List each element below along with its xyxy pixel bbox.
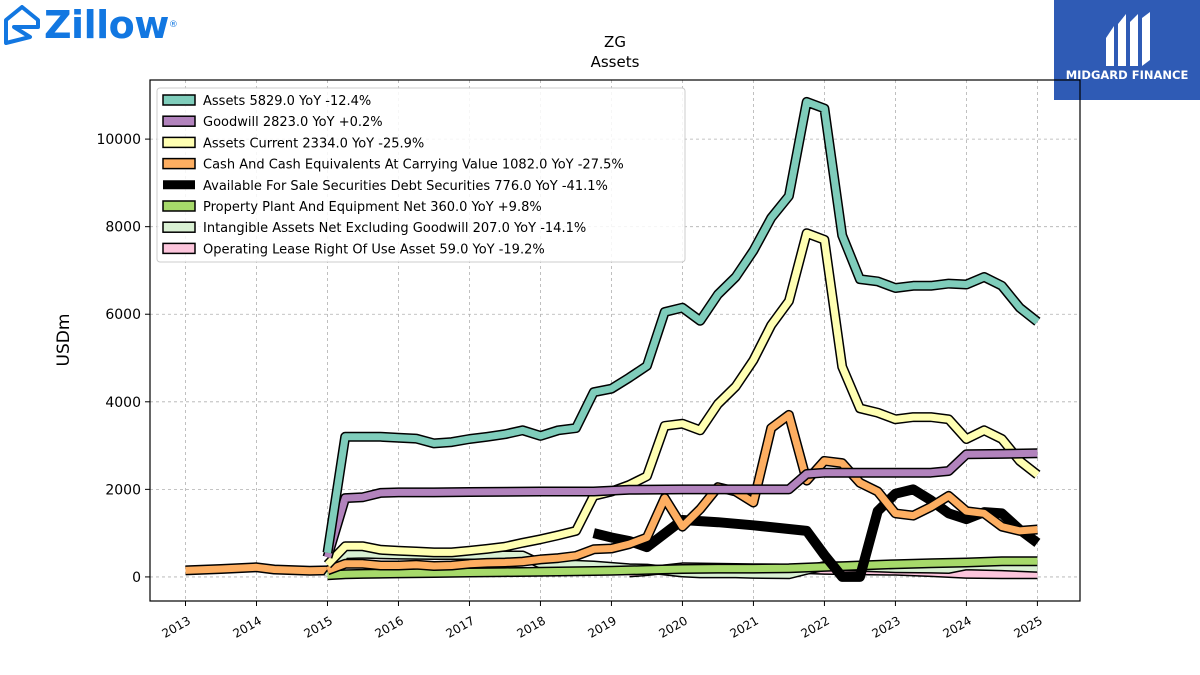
y-tick-label: 2000 [105, 482, 141, 498]
x-tick-label: 2022 [798, 613, 831, 640]
y-tick-label: 0 [132, 570, 141, 586]
plot-frame [149, 79, 1081, 602]
x-tick-label: 2023 [869, 613, 902, 640]
y-tick-label: 10000 [96, 132, 141, 148]
y-tick-label: 6000 [105, 307, 141, 323]
legend-label: Operating Lease Right Of Use Asset 59.0 … [203, 242, 545, 257]
legend-swatch [162, 136, 196, 149]
legend-swatch [162, 200, 196, 212]
midgard-logo: MIDGARD FINANCE [1054, 0, 1200, 100]
zillow-logo: Zillow ® [4, 3, 178, 47]
x-tick-label: 2025 [1011, 613, 1044, 640]
chart-title: ZG [604, 33, 626, 51]
series-line-cash-and-cash-equivalents-at-carrying-value [326, 411, 1038, 574]
brand-name: Zillow [44, 3, 169, 47]
x-tick-label: 2014 [231, 613, 264, 640]
y-tick-label: 8000 [105, 220, 141, 236]
series-line-assets [324, 98, 1040, 554]
legend-swatch [162, 94, 196, 106]
series-line-property-plant-and-equipment-net [327, 557, 1038, 579]
x-tick-label: 2015 [302, 613, 335, 640]
x-tick-label: 2020 [656, 613, 689, 640]
legend-swatch [162, 115, 196, 127]
x-tick-label: 2016 [373, 613, 406, 640]
legend: Assets 5829.0 YoY -12.4% Goodwill 2823.0 … [156, 87, 686, 263]
series-line-cash-early [185, 563, 328, 575]
x-tick-label: 2017 [444, 613, 477, 640]
x-tick-label: 2024 [940, 613, 973, 640]
legend-label: Assets Current 2334.0 YoY -25.9% [203, 136, 424, 151]
registered-mark: ® [168, 20, 178, 30]
x-tick-label: 2018 [515, 613, 548, 640]
legend-label: Goodwill 2823.0 YoY +0.2% [203, 115, 383, 130]
series-line-goodwill [324, 449, 1038, 559]
legend-box [156, 87, 686, 263]
y-axis-label: USDm [54, 314, 74, 367]
legend-label: Assets 5829.0 YoY -12.4% [203, 94, 371, 109]
zillow-house-icon [4, 5, 40, 45]
legend-label: Intangible Assets Net Excluding Goodwill… [203, 221, 586, 236]
x-tick-label: 2019 [585, 613, 618, 640]
legend-label: Cash And Cash Equivalents At Carrying Va… [203, 158, 624, 173]
legend-swatch [162, 221, 196, 233]
midgard-logo-icon [1106, 12, 1150, 66]
series-line-assets-current [324, 229, 1040, 568]
x-tick-label: 2021 [727, 613, 760, 640]
legend-label: Property Plant And Equipment Net 360.0 Y… [203, 200, 542, 215]
series-lines [185, 96, 1041, 582]
partner-name: MIDGARD FINANCE [1065, 68, 1189, 82]
x-tick-label: 2013 [160, 613, 193, 640]
legend-label: Available For Sale Securities Debt Secur… [203, 179, 608, 194]
legend-swatch [162, 242, 196, 255]
chart-subtitle: Assets [591, 53, 640, 71]
y-tick-label: 4000 [105, 395, 141, 411]
legend-swatch [162, 157, 196, 170]
